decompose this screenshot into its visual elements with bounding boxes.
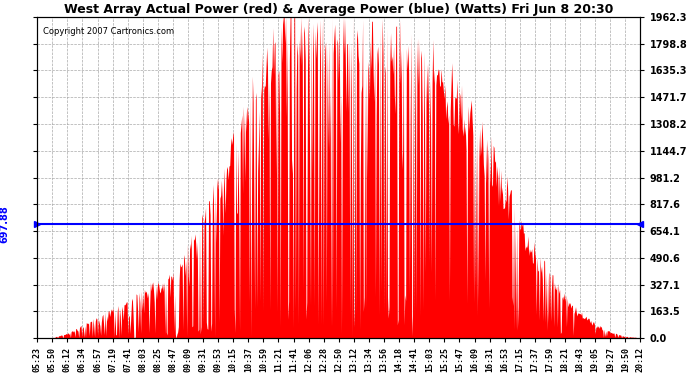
Text: 697.88: 697.88	[0, 205, 9, 243]
Title: West Array Actual Power (red) & Average Power (blue) (Watts) Fri Jun 8 20:30: West Array Actual Power (red) & Average …	[64, 3, 613, 16]
Text: Copyright 2007 Cartronics.com: Copyright 2007 Cartronics.com	[43, 27, 175, 36]
